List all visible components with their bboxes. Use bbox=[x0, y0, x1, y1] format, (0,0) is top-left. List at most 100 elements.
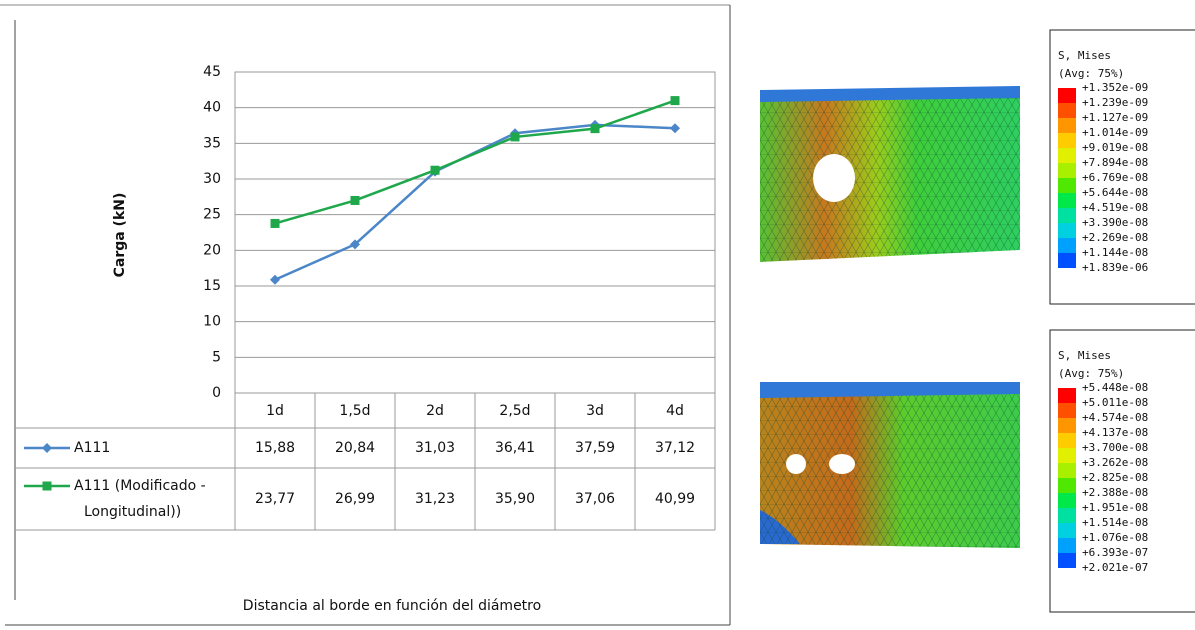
legend-subtitle: (Avg: 75%) bbox=[1058, 367, 1124, 380]
y-tick-label: 10 bbox=[203, 314, 221, 330]
legend-label: +2.021e-07 bbox=[1082, 561, 1148, 574]
legend-label: +1.239e-09 bbox=[1082, 96, 1148, 109]
marker bbox=[271, 219, 280, 228]
x-tick-label: 3d bbox=[586, 403, 604, 419]
legend-swatch bbox=[1058, 118, 1076, 133]
legend-label-line: Longitudinal)) bbox=[84, 504, 181, 520]
x-tick-label: 2,5d bbox=[499, 403, 530, 419]
page: Carga (kN) Distancia al borde en función… bbox=[0, 0, 1195, 630]
legend-swatch bbox=[1058, 88, 1076, 103]
y-tick-label: 25 bbox=[203, 207, 221, 223]
legend-swatch bbox=[1058, 553, 1076, 568]
x-tick-label: 1,5d bbox=[339, 403, 370, 419]
legend-label: A111 (Modificado - Longitudinal)) bbox=[74, 478, 206, 520]
legend-label: +2.825e-08 bbox=[1082, 471, 1148, 484]
legend-label-line: A111 (Modificado - bbox=[74, 478, 206, 494]
legend-label: +1.144e-08 bbox=[1082, 246, 1148, 259]
legend-label: A111 bbox=[74, 440, 110, 456]
marker bbox=[351, 196, 360, 205]
y-tick-label: 30 bbox=[203, 171, 221, 187]
legend-label: +1.951e-08 bbox=[1082, 501, 1148, 514]
legend-swatch bbox=[1058, 148, 1076, 163]
legend-label: +9.019e-08 bbox=[1082, 141, 1148, 154]
table-value: 26,99 bbox=[335, 491, 375, 507]
legend-label: +2.269e-08 bbox=[1082, 231, 1148, 244]
table-value: 20,84 bbox=[335, 440, 375, 456]
legend-label: +6.393e-07 bbox=[1082, 546, 1148, 559]
legend-swatch bbox=[1058, 103, 1076, 118]
y-tick-label: 0 bbox=[212, 385, 221, 401]
y-tick-label: 45 bbox=[203, 64, 221, 80]
y-tick-label: 35 bbox=[203, 135, 221, 151]
marker bbox=[431, 166, 440, 175]
legend-swatch bbox=[1058, 478, 1076, 493]
marker bbox=[670, 123, 680, 133]
legend-label: +3.262e-08 bbox=[1082, 456, 1148, 469]
legend-swatch bbox=[1058, 463, 1076, 478]
legend-swatch bbox=[1058, 433, 1076, 448]
legend-label: +2.388e-08 bbox=[1082, 486, 1148, 499]
x-tick-label: 1d bbox=[266, 403, 284, 419]
legend-label: +4.574e-08 bbox=[1082, 411, 1148, 424]
legend-swatch bbox=[1058, 493, 1076, 508]
y-axis-title: Carga (kN) bbox=[112, 193, 128, 278]
y-tick-label: 40 bbox=[203, 100, 221, 116]
legend-label: +7.894e-08 bbox=[1082, 156, 1148, 169]
legend-swatch bbox=[1058, 238, 1076, 253]
legend-label: +6.769e-08 bbox=[1082, 171, 1148, 184]
table-value: 37,59 bbox=[575, 440, 615, 456]
legend-swatch bbox=[1058, 508, 1076, 523]
legend-swatch bbox=[1058, 538, 1076, 553]
legend-label: +4.519e-08 bbox=[1082, 201, 1148, 214]
legend-swatch bbox=[1058, 208, 1076, 223]
legend-label: +1.352e-09 bbox=[1082, 81, 1148, 94]
legend-label: +1.839e-06 bbox=[1082, 261, 1148, 274]
table-value: 40,99 bbox=[655, 491, 695, 507]
legend-swatch bbox=[1058, 133, 1076, 148]
table-value: 36,41 bbox=[495, 440, 535, 456]
marker bbox=[43, 482, 52, 491]
legend-subtitle: (Avg: 75%) bbox=[1058, 67, 1124, 80]
y-tick-label: 20 bbox=[203, 242, 221, 258]
legend-label: +5.644e-08 bbox=[1082, 186, 1148, 199]
legend-label: +5.448e-08 bbox=[1082, 381, 1148, 394]
marker bbox=[511, 132, 520, 141]
table-value: 37,12 bbox=[655, 440, 695, 456]
legend-label: +1.076e-08 bbox=[1082, 531, 1148, 544]
legend-label: +1.127e-09 bbox=[1082, 111, 1148, 124]
table-value: 37,06 bbox=[575, 491, 615, 507]
y-tick-label: 5 bbox=[212, 349, 221, 365]
legend-swatch bbox=[1058, 178, 1076, 193]
legend-swatch bbox=[1058, 448, 1076, 463]
table-value: 23,77 bbox=[255, 491, 295, 507]
table-value: 15,88 bbox=[255, 440, 295, 456]
legend-swatch bbox=[1058, 523, 1076, 538]
marker bbox=[671, 96, 680, 105]
table-value: 31,23 bbox=[415, 491, 455, 507]
table-value: 31,03 bbox=[415, 440, 455, 456]
legend-label: +1.514e-08 bbox=[1082, 516, 1148, 529]
marker bbox=[42, 443, 52, 453]
legend-label: +4.137e-08 bbox=[1082, 426, 1148, 439]
legend-swatch bbox=[1058, 418, 1076, 433]
series-line bbox=[275, 125, 675, 280]
fe-model-2 bbox=[760, 382, 1020, 548]
table-value: 35,90 bbox=[495, 491, 535, 507]
fe-model-1 bbox=[760, 86, 1020, 262]
legend-label: +5.011e-08 bbox=[1082, 396, 1148, 409]
y-tick-label: 15 bbox=[203, 278, 221, 294]
legend-swatch bbox=[1058, 193, 1076, 208]
marker bbox=[270, 275, 280, 285]
x-tick-label: 4d bbox=[666, 403, 684, 419]
plot-frame bbox=[235, 72, 715, 393]
marker bbox=[591, 124, 600, 133]
legend-title: S, Mises bbox=[1058, 49, 1111, 62]
legend-label: +3.390e-08 bbox=[1082, 216, 1148, 229]
legend-swatch bbox=[1058, 163, 1076, 178]
series-line bbox=[275, 101, 675, 224]
x-tick-label: 2d bbox=[426, 403, 444, 419]
legend-label: +3.700e-08 bbox=[1082, 441, 1148, 454]
legend-title: S, Mises bbox=[1058, 349, 1111, 362]
legend-swatch bbox=[1058, 403, 1076, 418]
legend-swatch bbox=[1058, 253, 1076, 268]
